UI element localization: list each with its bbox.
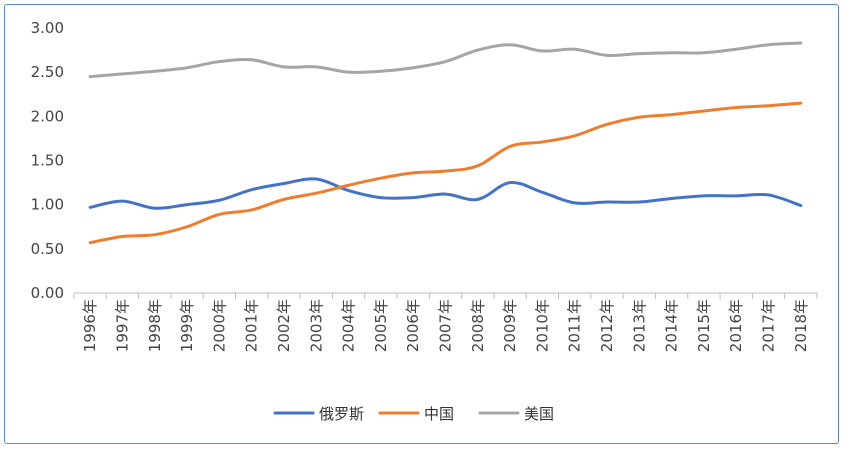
x-tick-label: 2011年	[566, 299, 584, 352]
legend-label: 中国	[424, 405, 454, 423]
y-tick-label: 3.00	[31, 19, 64, 37]
x-tick-label: 2005年	[372, 299, 390, 352]
x-tick-label: 2000年	[210, 299, 228, 352]
series-line-3	[88, 41, 803, 79]
x-tick-label: 1997年	[113, 299, 131, 352]
x-tick-label: 1999年	[178, 299, 196, 352]
legend: 俄罗斯 中国 美国	[273, 405, 554, 423]
x-tick-label: 2017年	[760, 299, 778, 352]
series-lines	[88, 41, 803, 245]
x-tick-label: 1996年	[81, 299, 99, 352]
x-tick-label: 2002年	[275, 299, 293, 352]
chart-frame	[4, 4, 839, 444]
y-tick-label: 2.50	[31, 63, 64, 81]
x-tick-label: 2012年	[598, 299, 616, 352]
legend-label: 俄罗斯	[319, 405, 364, 423]
x-tick-label: 2007年	[437, 299, 455, 352]
x-tick-label: 2001年	[243, 299, 261, 352]
y-tick-label: 1.50	[31, 152, 64, 170]
x-tick-label: 2018年	[792, 299, 810, 352]
x-tick-label: 2015年	[695, 299, 713, 352]
axes: 0.00 0.50 1.00 1.50 2.00 2.50 3.00 1996年 1997年 19…	[31, 19, 818, 352]
x-tick-label: 2008年	[469, 299, 487, 352]
x-tick-label: 2014年	[663, 299, 681, 352]
series-line-1	[88, 177, 803, 210]
x-tick-label: 2006年	[404, 299, 422, 352]
x-tick-label: 1998年	[146, 299, 164, 352]
x-tick-label: 2004年	[340, 299, 358, 352]
x-tick-label: 2003年	[307, 299, 325, 352]
y-tick-label: 0.00	[31, 284, 64, 302]
series-line-2	[88, 101, 803, 245]
legend-label: 美国	[524, 405, 554, 423]
y-tick-label: 1.00	[31, 196, 64, 214]
y-tick-label: 2.00	[31, 107, 64, 125]
x-tick-label: 2009年	[501, 299, 519, 352]
y-tick-label: 0.50	[31, 240, 64, 258]
x-tick-label: 2013年	[630, 299, 648, 352]
x-tick-label: 2016年	[727, 299, 745, 352]
x-tick-label: 2010年	[533, 299, 551, 352]
